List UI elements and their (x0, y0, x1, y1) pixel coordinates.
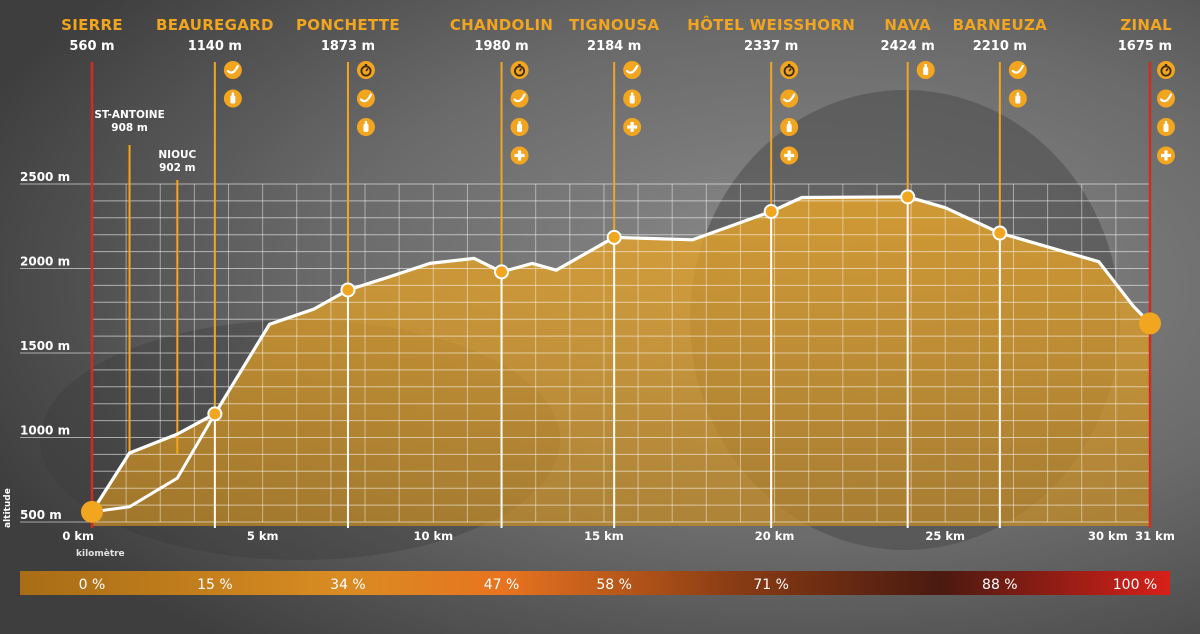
x-tick-label: 0 km (62, 529, 94, 543)
banana-icon (780, 89, 799, 108)
elevation-profile-alt-line (91, 413, 217, 514)
y-axis-title: altitude (3, 488, 13, 528)
station-point (606, 229, 622, 245)
drink-bottle-icon (916, 61, 935, 79)
station-altitude: 1140 m (188, 39, 242, 54)
progress-label: 58 % (596, 577, 632, 593)
elevation-profile-line (90, 195, 1152, 513)
substation-altitude: 902 m (159, 162, 196, 174)
station-name: HÔTEL WEISSHORN (687, 15, 855, 34)
first-aid-icon (780, 146, 799, 165)
x-axis-title: kilomètre (76, 548, 125, 559)
station-name: BARNEUZA (953, 16, 1048, 34)
station-name: BEAUREGARD (156, 16, 274, 34)
progress-label: 34 % (330, 577, 366, 593)
banana-icon (623, 61, 642, 79)
x-tick-label: 25 km (925, 529, 965, 543)
stopwatch-icon (780, 61, 799, 79)
drink-bottle-icon (356, 118, 375, 136)
progress-label: 100 % (1113, 577, 1157, 593)
station-altitude: 2337 m (744, 39, 798, 54)
station-point (207, 406, 223, 422)
station-point (992, 225, 1008, 241)
station-name: ZINAL (1120, 16, 1172, 34)
banana-icon (223, 61, 242, 79)
y-tick-label: 2500 m (20, 170, 70, 184)
progress-label: 71 % (753, 577, 789, 593)
station-name: TIGNOUSA (569, 16, 660, 34)
stopwatch-icon (1157, 61, 1175, 79)
substation-name: ST-ANTOINE (94, 109, 164, 121)
drink-bottle-icon (623, 89, 642, 108)
progress-label: 15 % (197, 577, 233, 593)
progress-label: 88 % (982, 577, 1018, 593)
y-tick-label: 1000 m (20, 424, 70, 438)
first-aid-icon (623, 118, 642, 136)
first-aid-icon (510, 146, 529, 165)
drink-bottle-icon (780, 118, 799, 136)
x-tick-label: 15 km (584, 529, 624, 543)
x-tick-label: 31 km (1135, 529, 1175, 543)
station-point (494, 264, 510, 280)
x-tick-label: 20 km (755, 529, 795, 543)
first-aid-icon (1157, 146, 1175, 165)
station-altitude: 2424 m (881, 39, 935, 54)
banana-icon (1008, 61, 1027, 79)
station-altitude: 2210 m (973, 39, 1027, 54)
station-point (1139, 312, 1161, 335)
banana-icon (510, 89, 529, 108)
station-name: CHANDOLIN (450, 16, 553, 34)
stopwatch-icon (510, 61, 529, 79)
station-point (900, 189, 916, 205)
y-tick-label: 2000 m (20, 255, 70, 269)
substation-altitude: 908 m (111, 122, 148, 134)
progress-bar (20, 571, 1170, 595)
drink-bottle-icon (223, 89, 242, 108)
banana-icon (356, 89, 375, 108)
x-tick-label: 10 km (413, 529, 453, 543)
stopwatch-icon (356, 61, 375, 79)
progress-label: 47 % (484, 577, 520, 593)
station-point (340, 282, 356, 298)
drink-bottle-icon (1008, 89, 1027, 108)
drink-bottle-icon (510, 118, 529, 136)
station-altitude: 1675 m (1118, 39, 1172, 54)
x-tick-label: 30 km (1088, 529, 1128, 543)
elevation-area (92, 196, 1150, 527)
station-altitude: 1980 m (474, 39, 528, 54)
station-altitude: 1873 m (321, 39, 375, 54)
station-name: PONCHETTE (296, 16, 400, 34)
progress-label: 0 % (79, 577, 106, 593)
x-tick-label: 5 km (247, 529, 279, 543)
station-point (81, 500, 103, 523)
station-altitude: 2184 m (587, 39, 641, 54)
station-altitude: 560 m (69, 39, 114, 54)
station-name: SIERRE (61, 16, 123, 34)
station-point (763, 204, 779, 220)
y-tick-label: 500 m (20, 508, 62, 522)
banana-icon (1157, 89, 1175, 108)
drink-bottle-icon (1157, 118, 1175, 136)
substation-name: NIOUC (158, 149, 196, 161)
y-tick-label: 1500 m (20, 339, 70, 353)
station-name: NAVA (884, 16, 931, 34)
